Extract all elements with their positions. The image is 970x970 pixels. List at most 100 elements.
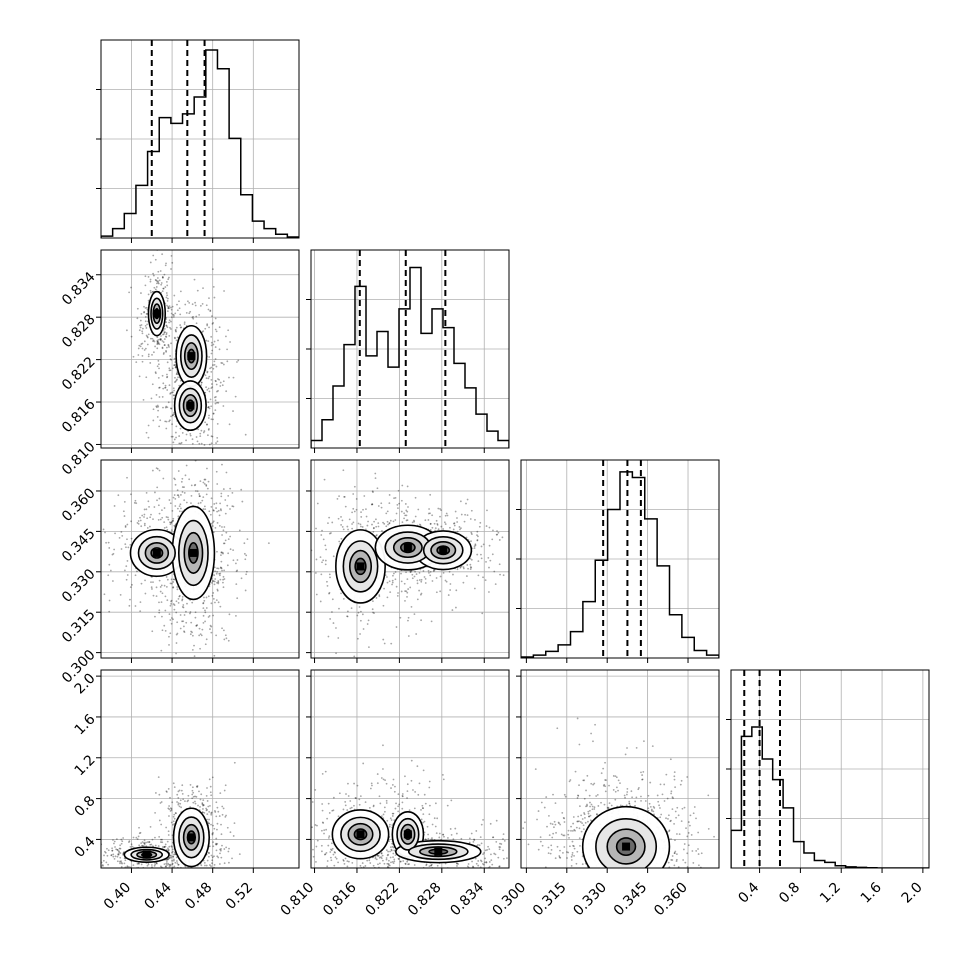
scatter-point	[152, 408, 155, 411]
scatter-point	[381, 530, 383, 532]
scatter-point	[406, 485, 409, 488]
scatter-point	[176, 621, 179, 624]
scatter-point	[112, 580, 114, 582]
scatter-point	[423, 793, 426, 796]
scatter-point	[192, 795, 195, 798]
scatter-point	[202, 602, 205, 605]
scatter-point	[167, 849, 170, 852]
scatter-point	[102, 864, 104, 867]
scatter-point	[358, 798, 361, 801]
scatter-point	[191, 793, 194, 796]
scatter-point	[211, 322, 214, 325]
scatter-point	[177, 796, 180, 799]
scatter-point	[95, 853, 97, 855]
scatter-point	[371, 784, 373, 787]
scatter-point	[187, 794, 190, 797]
scatter-point	[210, 497, 213, 500]
scatter-point	[156, 872, 158, 874]
scatter-point	[219, 566, 222, 569]
scatter-point	[170, 415, 172, 418]
scatter-point	[244, 589, 247, 592]
scatter-point	[476, 539, 479, 541]
scatter-point	[172, 859, 175, 862]
scatter-point	[219, 848, 221, 851]
scatter-point	[191, 631, 193, 634]
scatter-point	[408, 863, 410, 865]
scatter-point	[129, 598, 131, 601]
scatter-point	[454, 827, 457, 830]
scatter-point	[93, 594, 95, 596]
scatter-point	[207, 428, 210, 431]
scatter-point	[358, 870, 360, 872]
scatter-point	[126, 865, 129, 868]
scatter-point	[206, 423, 208, 426]
scatter-point	[316, 824, 318, 827]
scatter-point	[212, 412, 215, 415]
scatter-point	[138, 375, 141, 378]
scatter-point	[181, 605, 184, 608]
scatter-point	[151, 838, 154, 841]
scatter-point	[227, 329, 230, 332]
scatter-point	[112, 853, 115, 856]
scatter-point	[362, 883, 364, 885]
scatter-point	[177, 494, 180, 497]
scatter-point	[166, 326, 169, 329]
scatter-point	[156, 277, 159, 279]
scatter-point	[321, 529, 323, 532]
scatter-point	[158, 469, 161, 472]
scatter-point	[129, 543, 132, 546]
scatter-point	[303, 851, 305, 853]
scatter-point	[163, 331, 166, 334]
scatter-point	[213, 877, 215, 879]
scatter-point	[212, 845, 215, 848]
scatter-point	[163, 845, 166, 848]
scatter-point	[320, 829, 323, 832]
scatter-point	[227, 494, 230, 497]
scatter-point	[399, 616, 402, 619]
scatter-point	[246, 538, 249, 541]
scatter-point	[497, 856, 500, 859]
scatter-point	[439, 590, 442, 593]
scatter-point	[165, 917, 167, 919]
scatter-point	[78, 864, 80, 866]
scatter-point	[462, 566, 465, 569]
scatter-point	[488, 544, 491, 547]
scatter-point	[107, 541, 110, 544]
scatter-point	[443, 521, 446, 524]
scatter-point	[659, 783, 662, 786]
scatter-point	[198, 495, 201, 497]
scatter-point	[158, 835, 161, 838]
scatter-point	[199, 480, 202, 483]
scatter-point	[407, 588, 410, 590]
scatter-point	[419, 593, 422, 596]
scatter-point	[182, 620, 185, 623]
scatter-point	[330, 859, 333, 862]
scatter-point	[194, 301, 197, 304]
scatter-point	[145, 841, 147, 844]
scatter-point	[675, 930, 677, 932]
scatter-point	[124, 526, 127, 528]
scatter-point	[183, 323, 186, 325]
scatter-point	[479, 521, 482, 524]
scatter-point	[178, 300, 180, 303]
scatter-point	[188, 882, 190, 884]
scatter-point	[599, 915, 601, 917]
scatter-point	[641, 869, 643, 871]
scatter-point	[399, 874, 401, 876]
scatter-point	[364, 869, 366, 871]
scatter-point	[179, 313, 182, 316]
scatter-point	[165, 296, 168, 299]
scatter-point	[165, 332, 168, 334]
scatter-point	[143, 845, 145, 847]
scatter-point	[696, 918, 698, 920]
scatter-point	[180, 507, 182, 510]
scatter-point	[385, 849, 388, 852]
scatter-point	[225, 531, 228, 534]
scatter-point	[342, 469, 345, 472]
scatter-point	[215, 843, 217, 846]
scatter-point	[154, 863, 157, 866]
scatter-point	[154, 615, 156, 618]
scatter-point	[165, 826, 168, 829]
scatter-point	[199, 798, 202, 801]
